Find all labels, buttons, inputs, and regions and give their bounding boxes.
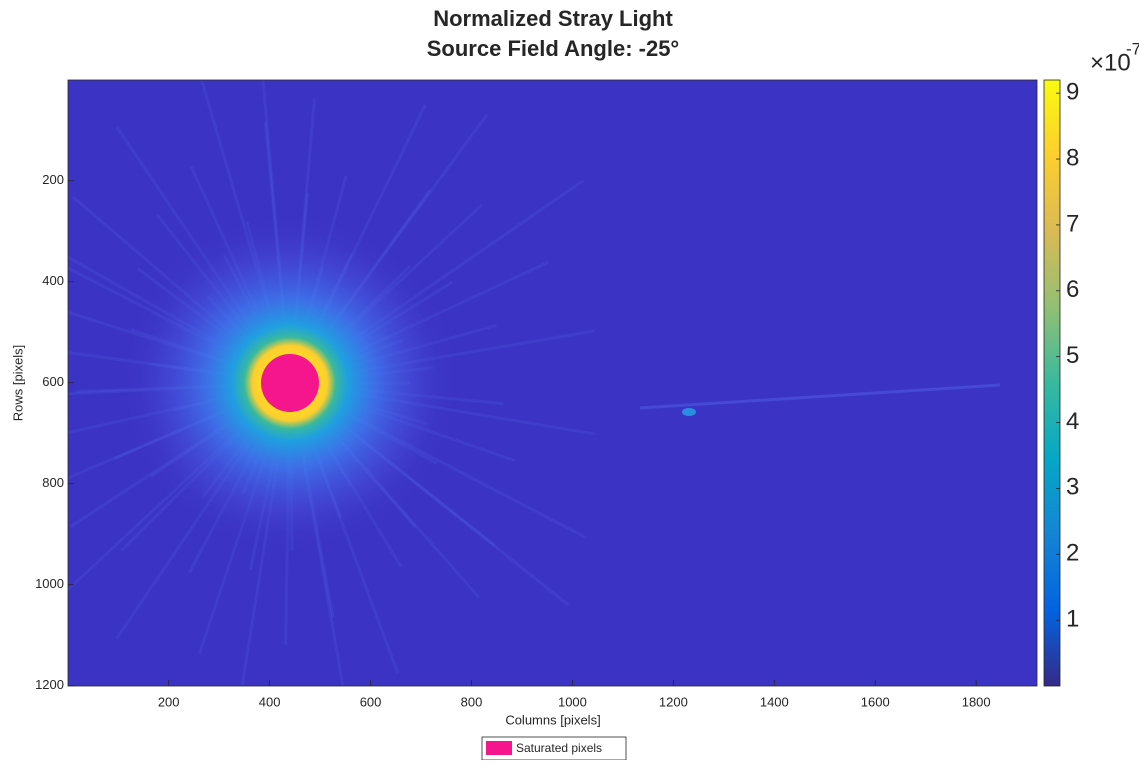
- y-tick-label: 1000: [35, 576, 64, 591]
- y-tick-label: 200: [42, 172, 64, 187]
- x-tick-label: 1200: [659, 694, 688, 709]
- colorbar-tick-label: 4: [1066, 408, 1079, 435]
- ghost-streak: [639, 383, 1001, 410]
- y-tick-label: 800: [42, 475, 64, 490]
- y-tick-label: 600: [42, 374, 64, 389]
- colorbar-tick-label: 1: [1066, 605, 1079, 632]
- ghost-spot: [682, 408, 696, 416]
- y-tick-label: 400: [42, 273, 64, 288]
- x-tick-label: 800: [461, 694, 483, 709]
- x-tick-label: 400: [259, 694, 281, 709]
- heatmap-image: [68, 80, 1037, 686]
- x-tick-label: 200: [158, 694, 180, 709]
- legend-label: Saturated pixels: [516, 741, 602, 755]
- colorbar-tick-label: 9: [1066, 79, 1079, 106]
- colorbar-tick-label: 3: [1066, 474, 1079, 501]
- x-tick-label: 1400: [760, 694, 789, 709]
- colorbar-multiplier: ×10: [1090, 49, 1131, 76]
- colorbar-tick-label: 8: [1066, 144, 1079, 171]
- colorbar-tick-label: 6: [1066, 276, 1079, 303]
- colorbar-exponent: -7: [1126, 39, 1139, 58]
- x-tick-label: 1800: [962, 694, 991, 709]
- x-tick-label: 1600: [861, 694, 890, 709]
- x-axis-label: Columns [pixels]: [505, 712, 600, 727]
- x-tick-label: 600: [360, 694, 382, 709]
- y-tick-label: 1200: [35, 677, 64, 692]
- colorbar-tick-label: 2: [1066, 540, 1079, 567]
- chart-title: Normalized Stray Light: [433, 6, 673, 31]
- saturated-region: [261, 354, 319, 412]
- colorbar-tick-label: 7: [1066, 210, 1079, 237]
- y-axis-label: Rows [pixels]: [10, 345, 25, 422]
- x-tick-label: 1000: [558, 694, 587, 709]
- colorbar: [1043, 79, 1061, 687]
- colorbar-tick-label: 5: [1066, 342, 1079, 369]
- legend-swatch: [486, 741, 512, 755]
- chart-subtitle: Source Field Angle: -25°: [427, 36, 679, 61]
